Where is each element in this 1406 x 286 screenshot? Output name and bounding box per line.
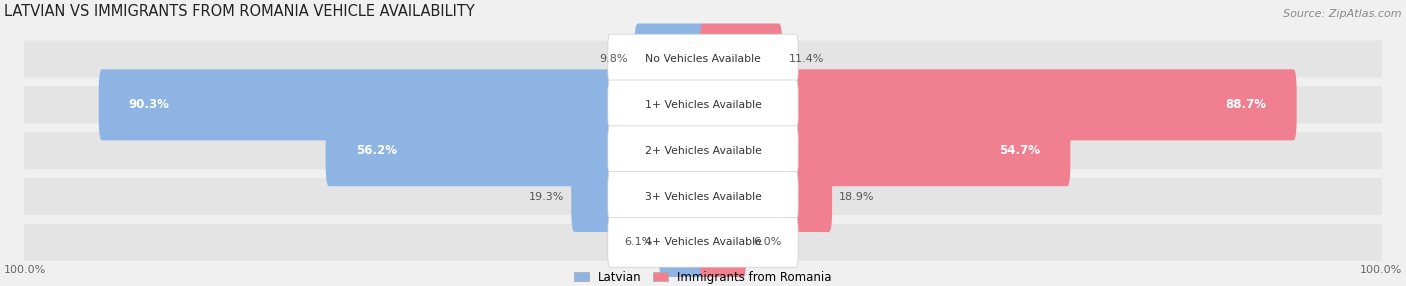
FancyBboxPatch shape — [24, 178, 1382, 215]
Text: 19.3%: 19.3% — [529, 192, 565, 202]
Text: 1+ Vehicles Available: 1+ Vehicles Available — [644, 100, 762, 110]
Text: 56.2%: 56.2% — [356, 144, 396, 157]
FancyBboxPatch shape — [24, 224, 1382, 261]
FancyBboxPatch shape — [98, 69, 706, 140]
FancyBboxPatch shape — [700, 207, 747, 278]
Legend: Latvian, Immigrants from Romania: Latvian, Immigrants from Romania — [575, 271, 831, 283]
Text: 54.7%: 54.7% — [1000, 144, 1040, 157]
FancyBboxPatch shape — [700, 23, 782, 95]
Text: 6.1%: 6.1% — [624, 237, 652, 247]
Text: 2+ Vehicles Available: 2+ Vehicles Available — [644, 146, 762, 156]
Text: 100.0%: 100.0% — [4, 265, 46, 275]
FancyBboxPatch shape — [24, 86, 1382, 123]
Text: LATVIAN VS IMMIGRANTS FROM ROMANIA VEHICLE AVAILABILITY: LATVIAN VS IMMIGRANTS FROM ROMANIA VEHIC… — [4, 4, 475, 19]
FancyBboxPatch shape — [571, 161, 706, 232]
FancyBboxPatch shape — [24, 40, 1382, 78]
Text: 100.0%: 100.0% — [1360, 265, 1402, 275]
FancyBboxPatch shape — [700, 69, 1296, 140]
FancyBboxPatch shape — [607, 218, 799, 267]
Text: 18.9%: 18.9% — [839, 192, 875, 202]
Text: 3+ Vehicles Available: 3+ Vehicles Available — [644, 192, 762, 202]
FancyBboxPatch shape — [607, 172, 799, 221]
FancyBboxPatch shape — [700, 161, 832, 232]
FancyBboxPatch shape — [326, 115, 706, 186]
Text: Source: ZipAtlas.com: Source: ZipAtlas.com — [1284, 9, 1402, 19]
FancyBboxPatch shape — [700, 115, 1070, 186]
Text: No Vehicles Available: No Vehicles Available — [645, 54, 761, 64]
Text: 4+ Vehicles Available: 4+ Vehicles Available — [644, 237, 762, 247]
FancyBboxPatch shape — [607, 126, 799, 176]
Text: 90.3%: 90.3% — [128, 98, 170, 111]
Text: 88.7%: 88.7% — [1226, 98, 1267, 111]
FancyBboxPatch shape — [659, 207, 706, 278]
FancyBboxPatch shape — [607, 80, 799, 130]
FancyBboxPatch shape — [24, 132, 1382, 169]
FancyBboxPatch shape — [634, 23, 706, 95]
FancyBboxPatch shape — [607, 34, 799, 84]
Text: 6.0%: 6.0% — [754, 237, 782, 247]
Text: 9.8%: 9.8% — [599, 54, 628, 64]
Text: 11.4%: 11.4% — [789, 54, 824, 64]
